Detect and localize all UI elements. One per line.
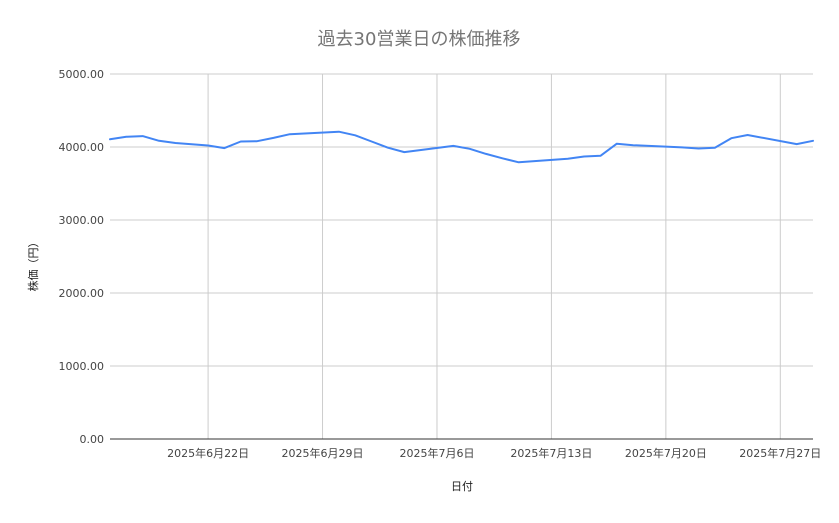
x-tick-label: 2025年6月22日 <box>167 446 249 460</box>
y-axis-tick-labels: 5000.00 4000.00 3000.00 2000.00 1000.00 0.00 <box>59 68 105 446</box>
data-point <box>221 145 227 151</box>
y-tick-label: 0.00 <box>80 433 105 446</box>
x-tick-label: 2025年6月29日 <box>282 446 364 460</box>
data-point <box>369 139 375 145</box>
data-point <box>467 146 473 152</box>
series-layer <box>107 129 816 165</box>
y-tick-label: 2000.00 <box>59 287 105 300</box>
data-point <box>140 133 146 139</box>
y-tick-label: 1000.00 <box>59 360 105 373</box>
data-point <box>679 144 685 150</box>
x-tick-label: 2025年7月20日 <box>625 446 707 460</box>
data-point <box>107 136 113 142</box>
data-point <box>630 142 636 148</box>
data-point <box>172 140 178 146</box>
x-axis-title: 日付 <box>451 480 473 493</box>
data-point <box>794 141 800 147</box>
data-point <box>728 135 734 141</box>
y-tick-label: 4000.00 <box>59 141 105 154</box>
data-point <box>205 143 211 149</box>
data-point <box>696 145 702 151</box>
x-tick-label: 2025年7月6日 <box>399 446 474 460</box>
data-point <box>238 139 244 145</box>
series-line <box>109 130 814 164</box>
data-point <box>352 132 358 138</box>
data-point <box>614 141 620 147</box>
data-point <box>401 149 407 155</box>
data-point <box>123 134 129 140</box>
data-point <box>254 138 260 144</box>
data-point <box>712 145 718 151</box>
data-point <box>385 145 391 151</box>
data-point <box>581 153 587 159</box>
data-point <box>499 155 505 161</box>
data-point <box>565 156 571 162</box>
data-point <box>270 135 276 141</box>
data-point <box>745 132 751 138</box>
data-point <box>156 138 162 144</box>
data-point <box>450 143 456 149</box>
y-axis-title: 株価（円） <box>26 237 40 292</box>
x-axis-tick-labels: 2025年6月22日 2025年6月29日 2025年7月6日 2025年7月13日 2… <box>167 446 821 460</box>
data-point <box>336 129 342 135</box>
x-tick-label: 2025年7月13日 <box>510 446 592 460</box>
y-tick-label: 5000.00 <box>59 68 105 81</box>
chart-title: 過去30営業日の株価推移 <box>318 29 521 50</box>
data-point <box>483 151 489 157</box>
data-point <box>810 138 816 144</box>
y-tick-label: 3000.00 <box>59 214 105 227</box>
data-point <box>287 131 293 137</box>
x-tick-label: 2025年7月27日 <box>739 446 821 460</box>
data-point <box>597 153 603 159</box>
data-point <box>516 159 522 165</box>
